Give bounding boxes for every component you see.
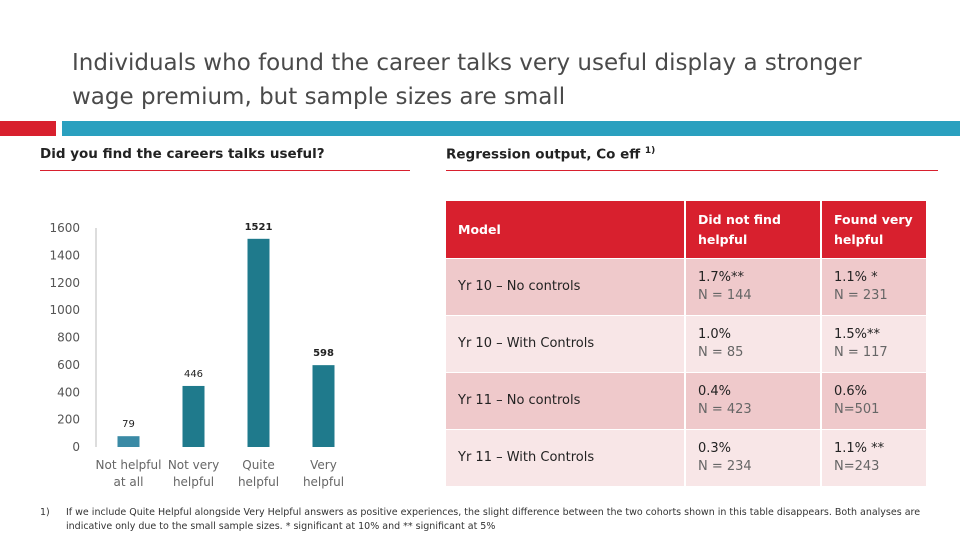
- sample-size: N = 117: [834, 345, 888, 360]
- sample-size: N = 85: [698, 345, 744, 360]
- bar-chart: 0 200 400 600 800 1000 1200 1400 1600 79 Not helpf…: [49, 221, 344, 489]
- x-category-label: helpful: [303, 475, 344, 489]
- y-tick-label: 1000: [49, 303, 80, 317]
- cell-model: Yr 11 – With Controls: [446, 429, 686, 486]
- table-row: Yr 10 – No controls 1.7%** N = 144 1.1% *…: [446, 258, 926, 316]
- header-band-red: [0, 121, 56, 136]
- table-heading-text: Regression output, Co eff: [446, 146, 641, 163]
- table-header-row: Model Did not find helpful Found very he…: [446, 201, 926, 259]
- bar: [247, 238, 270, 447]
- chart-heading: Did you find the careers talks useful?: [40, 146, 325, 162]
- table-row: Yr 10 – With Controls 1.0% N = 85 1.5%** N…: [446, 315, 926, 373]
- x-category-label: helpful: [238, 475, 279, 489]
- table-row: Yr 11 – No controls 0.4% N = 423 0.6% N=50…: [446, 372, 926, 430]
- table-heading: Regression output, Co eff 1): [446, 146, 655, 163]
- table-row: Yr 11 – With Controls 0.3% N = 234 1.1% *…: [446, 429, 926, 486]
- header-found-very-helpful: Found very helpful: [821, 201, 926, 259]
- x-category-label: Not very: [168, 458, 219, 472]
- data-label: 1521: [245, 222, 273, 233]
- sample-size: N = 231: [834, 288, 888, 303]
- chart-heading-rule: [40, 170, 410, 171]
- bar: [182, 385, 205, 447]
- coef: 0.4%: [698, 384, 732, 399]
- footnote: 1) If we include Quite Helpful alongside…: [40, 506, 940, 534]
- x-category-label: at all: [114, 475, 144, 489]
- cell-found-very: 1.5%** N = 117: [821, 315, 926, 373]
- sample-size: N=501: [834, 402, 880, 417]
- cell-found-very: 1.1% ** N=243: [821, 429, 926, 486]
- coef: 1.1% *: [834, 270, 878, 285]
- x-category-label: Very: [310, 458, 337, 472]
- cell-did-not-find: 1.0% N = 85: [685, 315, 822, 373]
- bar: [117, 436, 140, 447]
- x-category-label: Not helpful: [96, 458, 162, 472]
- coef: 1.7%**: [698, 270, 745, 285]
- data-label: 79: [122, 419, 135, 430]
- cell-found-very: 1.1% * N = 231: [821, 258, 926, 316]
- data-label: 446: [184, 369, 203, 380]
- sample-size: N=243: [834, 459, 880, 474]
- sample-size: N = 234: [698, 459, 752, 474]
- x-category-label: helpful: [173, 475, 214, 489]
- y-tick-label: 1400: [49, 248, 80, 262]
- y-tick-label: 600: [57, 358, 80, 372]
- bar: [312, 365, 335, 447]
- data-label: 598: [313, 348, 334, 359]
- coef: 1.1% **: [834, 441, 885, 456]
- regression-table: Model Did not find helpful Found very he…: [446, 201, 926, 486]
- y-tick-label: 1200: [49, 276, 80, 290]
- y-tick-label: 1600: [49, 221, 80, 235]
- coef: 0.6%: [834, 384, 868, 399]
- y-tick-label: 800: [57, 331, 80, 345]
- coef: 0.3%: [698, 441, 732, 456]
- cell-model: Yr 10 – With Controls: [446, 315, 686, 373]
- footnote-number: 1): [40, 507, 50, 518]
- cell-model: Yr 11 – No controls: [446, 372, 686, 430]
- sample-size: N = 144: [698, 288, 752, 303]
- table-heading-rule: [446, 170, 938, 171]
- coef: 1.0%: [698, 327, 732, 342]
- y-tick-label: 200: [57, 413, 80, 427]
- slide-title: Individuals who found the career talks v…: [72, 50, 862, 110]
- cell-found-very: 0.6% N=501: [821, 372, 926, 430]
- header-did-not-find-helpful: Did not find helpful: [685, 201, 822, 259]
- y-tick-label: 400: [57, 385, 80, 399]
- cell-model: Yr 10 – No controls: [446, 258, 686, 316]
- x-category-label: Quite: [242, 458, 274, 472]
- cell-did-not-find: 0.4% N = 423: [685, 372, 822, 430]
- table-heading-footnote-ref: 1): [644, 146, 656, 156]
- header-band-blue: [62, 121, 960, 136]
- cell-did-not-find: 0.3% N = 234: [685, 429, 822, 486]
- coef: 1.5%**: [834, 327, 881, 342]
- y-tick-label: 0: [72, 440, 80, 454]
- header-model: Model: [446, 201, 686, 259]
- footnote-text: If we include Quite Helpful alongside Ve…: [66, 507, 921, 532]
- cell-did-not-find: 1.7%** N = 144: [685, 258, 822, 316]
- sample-size: N = 423: [698, 402, 752, 417]
